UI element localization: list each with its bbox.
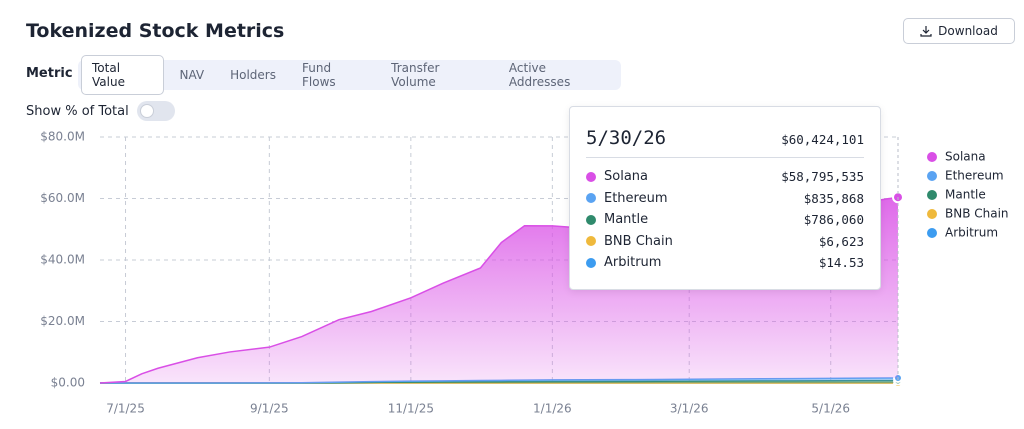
metric-label: Metric <box>26 66 73 81</box>
download-button[interactable]: Download <box>903 18 1015 44</box>
tooltip-name: Ethereum <box>604 190 668 206</box>
metric-tabs: Total Value NAV Holders Fund Flows Transfer … <box>78 55 621 95</box>
tooltip-row: Arbitrum $14.53 <box>586 252 864 274</box>
tooltip-dot <box>586 236 596 247</box>
legend-label: Ethereum <box>945 169 1004 183</box>
x-tick-label: 1/1/26 <box>533 402 572 416</box>
tooltip-value: $58,795,535 <box>781 169 864 185</box>
x-tick-label: 9/1/25 <box>250 402 289 416</box>
metric-tab[interactable]: NAV <box>179 68 205 82</box>
tooltip-row: Mantle $786,060 <box>586 209 864 231</box>
y-tick-label: $80.0M <box>40 130 85 144</box>
tooltip-value: $6,623 <box>818 233 864 249</box>
tooltip-row: BNB Chain $6,623 <box>586 231 864 253</box>
tooltip-value: $835,868 <box>803 190 864 206</box>
tooltip-name: Mantle <box>604 212 649 228</box>
legend-swatch <box>927 209 937 219</box>
tooltip-date: 5/30/26 <box>586 127 667 149</box>
x-tick-label: 11/1/25 <box>388 402 434 416</box>
tooltip-dot <box>586 257 596 268</box>
legend-swatch <box>927 228 937 238</box>
page-title: Tokenized Stock Metrics <box>26 20 285 42</box>
legend-swatch <box>927 152 937 162</box>
tooltip-name: Solana <box>604 169 648 185</box>
y-tick-label: $0.00 <box>51 376 85 390</box>
tooltip-row: Ethereum $835,868 <box>586 188 864 210</box>
tooltip-value: $14.53 <box>818 255 864 271</box>
legend-label: Solana <box>945 150 986 164</box>
toggle-row: Show % of Total <box>26 101 175 121</box>
tooltip-header: 5/30/26 $60,424,101 <box>586 127 864 158</box>
legend-label: Arbitrum <box>945 226 998 240</box>
metric-tab[interactable]: Fund Flows <box>302 61 336 89</box>
x-tick-label: 5/1/26 <box>811 402 850 416</box>
legend-label: Mantle <box>945 188 986 202</box>
metric-tab[interactable]: Active Addresses <box>508 61 571 89</box>
metric-tab[interactable]: Transfer Volume <box>391 61 440 89</box>
metric-tab[interactable]: Total Value <box>81 55 165 95</box>
tooltip-row: Solana $58,795,535 <box>586 166 864 188</box>
legend-swatch <box>927 190 937 200</box>
tooltip-dot <box>586 214 596 225</box>
y-tick-label: $40.0M <box>40 253 85 267</box>
toggle-switch[interactable] <box>136 101 175 121</box>
y-tick-label: $60.0M <box>40 191 85 205</box>
tooltip-dot <box>586 171 596 182</box>
download-icon <box>920 26 932 37</box>
metric-tab[interactable]: Holders <box>230 68 276 82</box>
tooltip-total: $60,424,101 <box>781 132 864 147</box>
tooltip-name: BNB Chain <box>604 233 673 249</box>
tooltip-dot <box>586 193 596 204</box>
x-tick-label: 3/1/26 <box>670 402 709 416</box>
x-tick-label: 7/1/25 <box>106 402 145 416</box>
tooltip-rows: Solana $58,795,535 Ethereum $835,868 Mantle $… <box>586 166 864 274</box>
legend-label: BNB Chain <box>945 207 1009 221</box>
download-label: Download <box>938 24 998 38</box>
y-tick-label: $20.0M <box>40 314 85 328</box>
tooltip-value: $786,060 <box>803 212 864 228</box>
tooltip-name: Arbitrum <box>604 255 662 271</box>
toggle-label: Show % of Total <box>26 103 129 119</box>
legend-swatch <box>927 171 937 181</box>
tooltip: 5/30/26 $60,424,101 Solana $58,795,535 Eth… <box>569 106 881 290</box>
